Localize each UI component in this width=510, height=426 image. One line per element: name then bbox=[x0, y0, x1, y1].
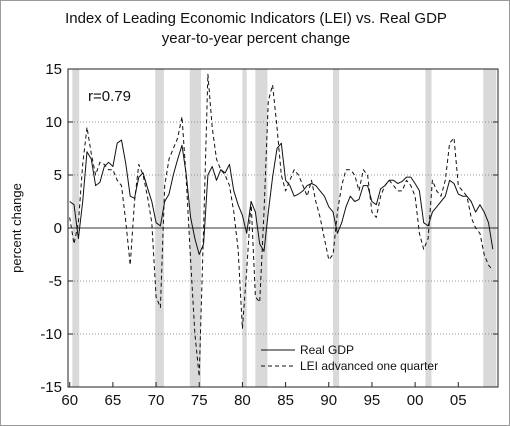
y-tick-label: 15 bbox=[45, 61, 62, 78]
y-tick-label: 0 bbox=[54, 220, 62, 237]
y-tick-label: -15 bbox=[40, 379, 62, 396]
series-lines bbox=[69, 73, 494, 377]
y-tick-label: 5 bbox=[54, 167, 62, 184]
x-tick-label: 05 bbox=[450, 392, 467, 409]
x-tick-label: 85 bbox=[277, 392, 294, 409]
y-axis-label: percent change bbox=[9, 183, 24, 273]
y-tick-label: 10 bbox=[45, 114, 62, 131]
series-line-real-gdp bbox=[69, 139, 494, 255]
legend-label-real-gdp: Real GDP bbox=[300, 343, 354, 357]
y-tick-label: -5 bbox=[49, 273, 62, 290]
gridlines bbox=[68, 121, 498, 335]
chart-subtitle: year-to-year percent change bbox=[161, 30, 351, 47]
x-tick-label: 60 bbox=[61, 392, 78, 409]
x-axis-ticks: 60 65 70 75 80 85 90 95 00 05 bbox=[61, 382, 467, 409]
x-tick-label: 95 bbox=[364, 392, 381, 409]
legend-label-lei: LEI advanced one quarter bbox=[300, 359, 438, 373]
x-tick-label: 00 bbox=[407, 392, 424, 409]
x-tick-label: 90 bbox=[320, 392, 337, 409]
chart-title: Index of Leading Economic Indicators (LE… bbox=[65, 10, 447, 27]
y-axis-ticks: 15 10 5 0 -5 -10 -15 bbox=[40, 61, 498, 396]
x-tick-label: 70 bbox=[148, 392, 165, 409]
x-tick-label: 75 bbox=[191, 392, 208, 409]
correlation-annotation: r=0.79 bbox=[88, 88, 131, 105]
x-tick-label: 80 bbox=[234, 392, 251, 409]
y-tick-label: -10 bbox=[40, 326, 62, 343]
x-tick-label: 65 bbox=[105, 392, 122, 409]
legend: Real GDP LEI advanced one quarter bbox=[261, 343, 438, 373]
